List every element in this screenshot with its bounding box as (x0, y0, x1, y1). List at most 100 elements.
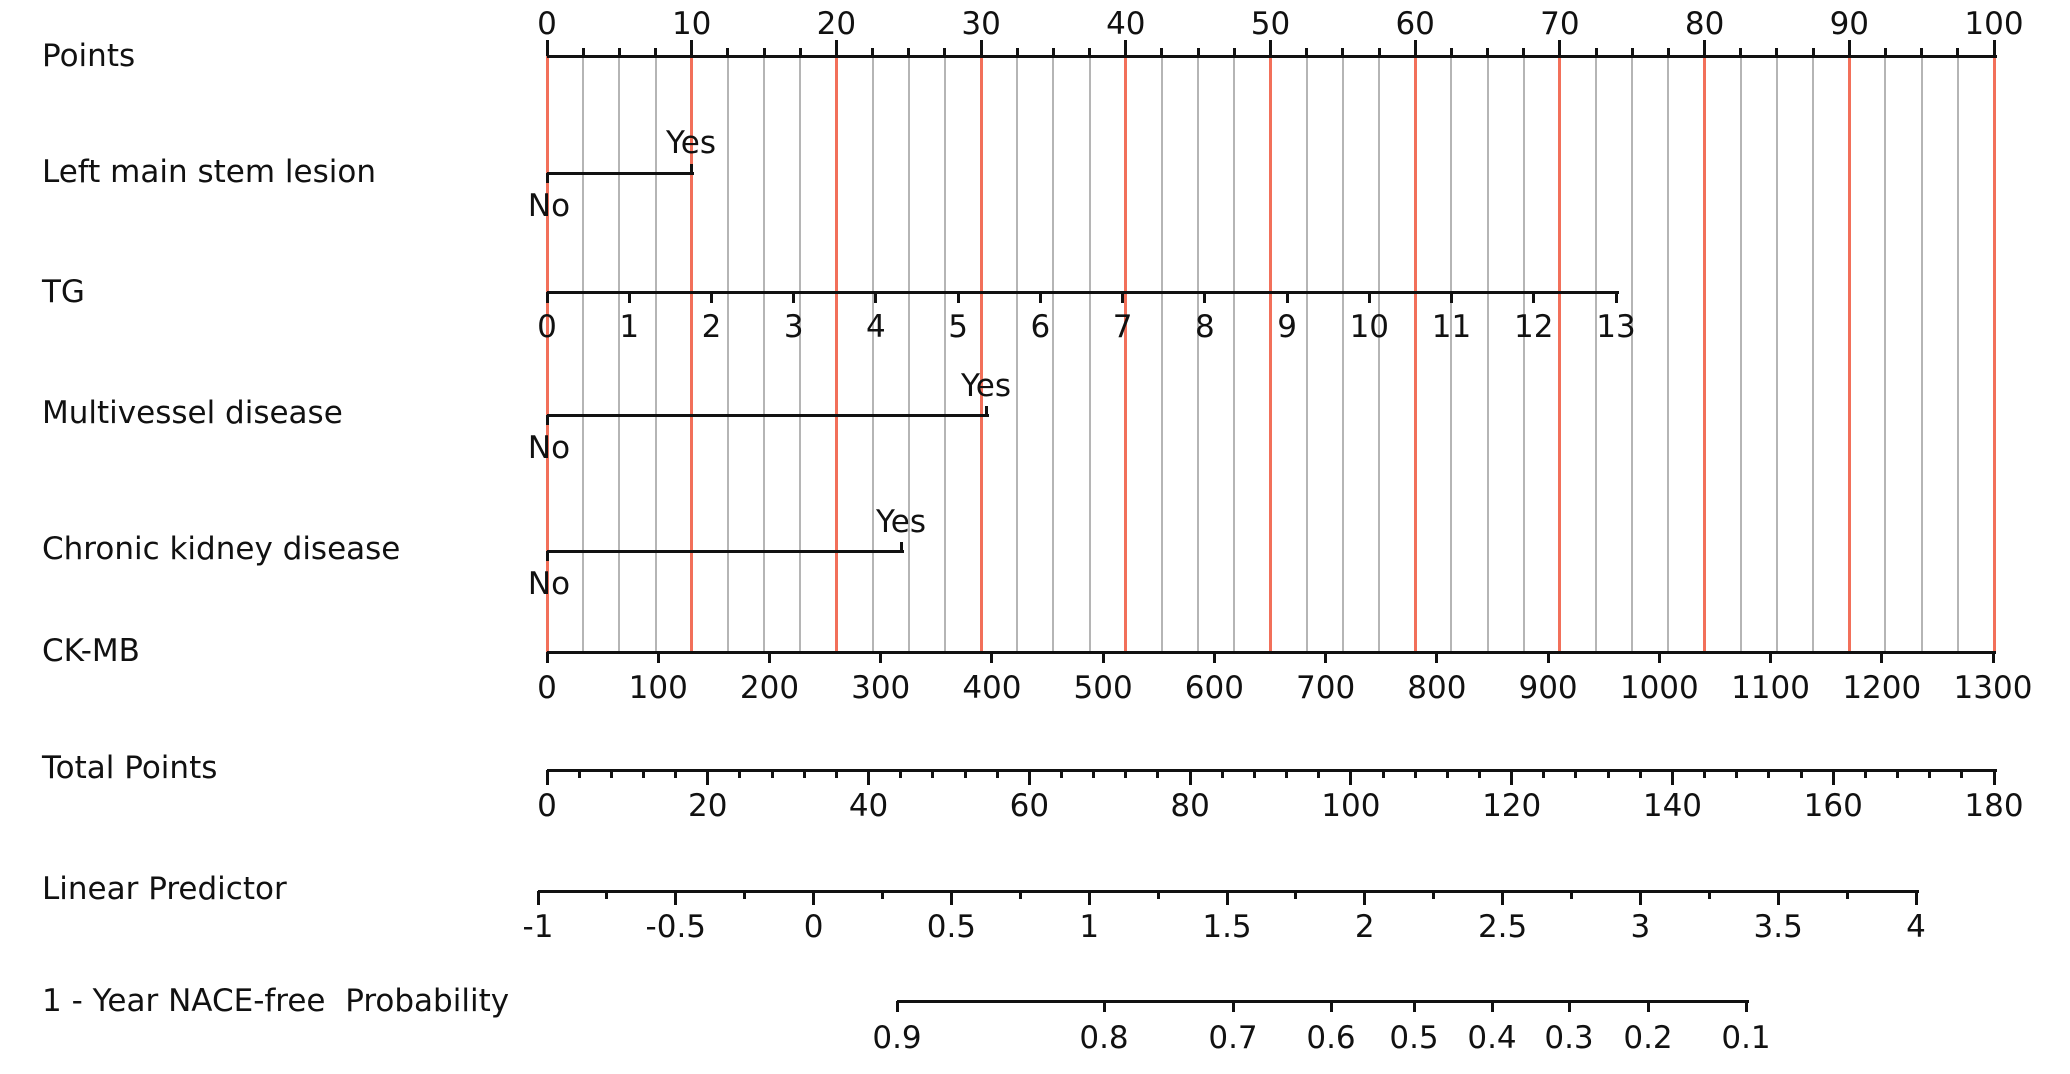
tick-linear-predictor (674, 891, 678, 905)
gridline-minor (907, 56, 910, 652)
tick-points (1486, 48, 1490, 56)
tick-total-points (545, 770, 549, 785)
tick-label-ck-mb: 1300 (1953, 670, 2033, 706)
tick-total-points (1606, 770, 1610, 778)
gridline-minor (726, 56, 729, 652)
axis-line-left-main-stem-lesion (547, 171, 694, 175)
gridline-major (1847, 56, 1851, 652)
tick-label-ck-mb: 1200 (1842, 670, 1922, 706)
tick-total-points (963, 770, 967, 778)
tick-label-linear-predictor: 3 (1630, 909, 1651, 945)
tick-total-points (1027, 770, 1031, 785)
tick-points (907, 48, 911, 56)
tick-label-total-points: 0 (537, 788, 557, 824)
gridline-major (1992, 56, 1996, 652)
tick-label-points: 30 (961, 6, 1001, 42)
tick-ck-mb (1435, 652, 1439, 663)
tick-tg (1038, 292, 1042, 303)
tick-linear-predictor (1225, 891, 1229, 905)
tick-left-main-stem-lesion-no (545, 173, 549, 183)
tick-nace-free-probability (1567, 1001, 1571, 1012)
tick-total-points (1670, 770, 1674, 785)
tick-total-points (706, 770, 710, 785)
gridline-minor (1378, 56, 1381, 652)
gridline-minor (1812, 56, 1815, 652)
tick-label-tg: 10 (1349, 309, 1390, 345)
tick-points (1413, 40, 1417, 56)
tick-label-nace-free-probability: 0.1 (1721, 1020, 1771, 1056)
gridline-minor (1233, 56, 1236, 652)
tick-nace-free-probability (1744, 1001, 1748, 1012)
tick-linear-predictor (1294, 891, 1298, 899)
tick-points (1449, 48, 1453, 56)
tick-label-ck-mb: 900 (1518, 670, 1578, 706)
tick-label-tg: 13 (1596, 309, 1636, 345)
gridline-minor (582, 56, 585, 652)
row-label-linear-predictor: Linear Predictor (42, 871, 287, 907)
tick-total-points (1638, 770, 1642, 778)
tick-label-tg: 8 (1194, 309, 1215, 345)
tick-points (1666, 48, 1670, 56)
axis-line-tg (547, 290, 1619, 294)
gridline-minor (1305, 56, 1308, 652)
tick-label-ck-mb: 300 (851, 670, 911, 706)
tick-total-points (738, 770, 742, 778)
option-label-chronic-kidney-disease-yes: Yes (875, 504, 927, 540)
tick-total-points (1413, 770, 1417, 778)
tick-label-total-points: 60 (1009, 788, 1050, 824)
tick-total-points (995, 770, 999, 778)
tick-label-ck-mb: 1000 (1619, 670, 1699, 706)
tick-points (1088, 48, 1092, 56)
tick-label-tg: 11 (1431, 309, 1472, 345)
tick-ck-mb (1324, 652, 1328, 663)
tick-linear-predictor (1018, 891, 1022, 899)
option-label-left-main-stem-lesion-yes: Yes (665, 125, 717, 161)
tick-total-points (1445, 770, 1449, 778)
tick-ck-mb (1880, 652, 1884, 663)
tick-total-points (1188, 770, 1192, 785)
tick-points (545, 40, 549, 56)
tick-points (617, 48, 621, 56)
tick-label-total-points: 80 (1170, 788, 1210, 824)
tick-label-points: 100 (1964, 6, 2024, 42)
option-label-chronic-kidney-disease-no: No (527, 566, 571, 602)
tick-total-points (802, 770, 806, 778)
gridline-minor (1775, 56, 1778, 652)
row-label-multivessel-disease: Multivessel disease (42, 395, 343, 431)
tick-total-points (577, 770, 581, 778)
tick-points (979, 40, 983, 56)
gridline-minor (1920, 56, 1923, 652)
tick-nace-free-probability (1412, 1001, 1416, 1012)
gridline-major (1558, 56, 1562, 652)
tick-points (1847, 40, 1851, 56)
tick-linear-predictor (1914, 891, 1918, 905)
gridline-minor (1667, 56, 1670, 652)
tick-tg (1203, 292, 1207, 303)
tick-points (1015, 48, 1019, 56)
gridline-major (1413, 56, 1417, 652)
tick-points (798, 48, 802, 56)
tick-label-total-points: 160 (1803, 788, 1863, 824)
gridline-minor (1595, 56, 1598, 652)
tick-label-ck-mb: 200 (739, 670, 800, 706)
tick-tg (545, 292, 549, 303)
gridline-minor (943, 56, 946, 652)
tick-total-points (1960, 770, 1964, 778)
tick-points (690, 40, 694, 56)
tick-label-points: 40 (1106, 6, 1146, 42)
tick-ck-mb (1769, 652, 1773, 663)
tick-left-main-stem-lesion-yes (689, 164, 693, 173)
tick-label-total-points: 40 (848, 788, 889, 824)
tick-linear-predictor (1638, 891, 1642, 905)
tick-linear-predictor (1156, 891, 1160, 899)
tick-label-ck-mb: 1100 (1731, 670, 1810, 706)
tick-points (1124, 40, 1128, 56)
tick-label-linear-predictor: -1 (522, 909, 554, 945)
tick-label-total-points: 180 (1964, 788, 2024, 824)
tick-total-points (1478, 770, 1481, 778)
tick-label-ck-mb: 800 (1407, 670, 1467, 706)
gridline-minor (1052, 56, 1055, 652)
tick-label-linear-predictor: 2.5 (1477, 909, 1528, 945)
tick-points (1594, 48, 1598, 56)
